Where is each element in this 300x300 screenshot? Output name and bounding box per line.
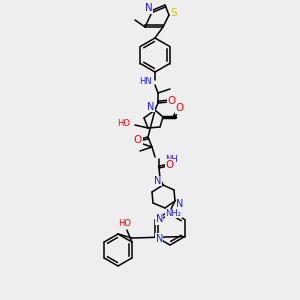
Text: O: O	[168, 96, 176, 106]
Text: N: N	[154, 176, 162, 186]
Text: N: N	[147, 102, 155, 112]
Text: N: N	[156, 233, 163, 244]
Text: O: O	[166, 160, 174, 170]
Text: NH₂: NH₂	[165, 209, 181, 218]
Text: N: N	[156, 214, 163, 224]
Text: N: N	[176, 199, 184, 209]
Text: HN: HN	[140, 76, 152, 85]
Text: HO: HO	[118, 220, 131, 229]
Text: NH: NH	[165, 154, 178, 164]
Text: S: S	[171, 8, 177, 18]
Text: HO: HO	[118, 118, 130, 127]
Text: O: O	[176, 103, 184, 113]
Text: N: N	[145, 3, 153, 13]
Text: O: O	[134, 135, 142, 145]
